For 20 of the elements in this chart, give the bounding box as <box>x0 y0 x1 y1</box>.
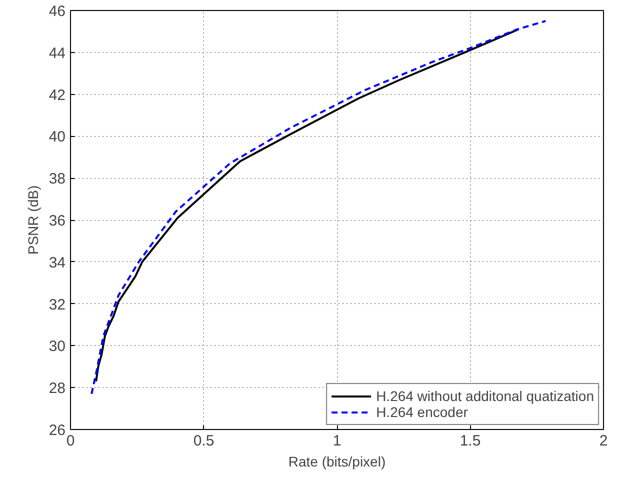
x-tick-label: 1.5 <box>460 432 481 450</box>
y-tick-label: 46 <box>48 3 66 20</box>
x-axis-title: Rate (bits/pixel) <box>288 454 386 470</box>
y-tick-label: 42 <box>48 86 66 104</box>
y-tick-label: 32 <box>48 296 66 314</box>
x-tick-label: 0 <box>66 432 75 450</box>
x-tick-label: 1 <box>332 432 342 450</box>
x-tick-label: 2 <box>599 432 608 450</box>
legend-label: H.264 without additonal quatization <box>376 388 594 404</box>
y-axis-title: PSNR (dB) <box>24 185 41 255</box>
y-tick-label: 38 <box>48 170 66 188</box>
x-tick-label: 0.5 <box>193 432 214 450</box>
y-tick-label: 28 <box>48 380 66 398</box>
legend-label: H.264 encoder <box>376 404 468 420</box>
y-tick-label: 44 <box>48 44 66 62</box>
y-tick-label: 26 <box>48 422 66 439</box>
y-tick-label: 40 <box>48 128 66 146</box>
y-tick-label: 36 <box>48 212 66 230</box>
y-tick-label: 34 <box>48 254 66 272</box>
y-tick-label: 30 <box>48 338 66 356</box>
